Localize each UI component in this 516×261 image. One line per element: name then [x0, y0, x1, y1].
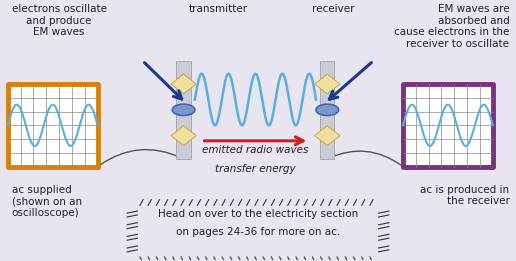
Bar [403, 84, 493, 167]
Circle shape [172, 104, 195, 116]
Text: transmitter: transmitter [189, 4, 248, 14]
Text: transfer energy: transfer energy [215, 164, 296, 174]
Text: receiver: receiver [312, 4, 354, 14]
Bar [8, 84, 98, 167]
Bar [320, 61, 334, 159]
Text: emitted radio waves: emitted radio waves [202, 145, 309, 155]
Bar [176, 61, 191, 159]
Text: electrons oscillate
and produce
EM waves: electrons oscillate and produce EM waves [12, 4, 107, 37]
Polygon shape [315, 126, 340, 145]
Text: ac is produced in
the receiver: ac is produced in the receiver [421, 185, 509, 206]
Text: EM waves are
absorbed and
cause electrons in the
receiver to oscillate: EM waves are absorbed and cause electron… [394, 4, 509, 49]
Text: ac supplied
(shown on an
oscilloscope): ac supplied (shown on an oscilloscope) [12, 185, 82, 218]
Polygon shape [171, 74, 196, 94]
Text: on pages 24-36 for more on ac.: on pages 24-36 for more on ac. [176, 227, 340, 237]
Polygon shape [171, 126, 196, 145]
Text: Head on over to the electricity section: Head on over to the electricity section [158, 209, 358, 219]
Polygon shape [315, 74, 340, 94]
Circle shape [316, 104, 338, 116]
